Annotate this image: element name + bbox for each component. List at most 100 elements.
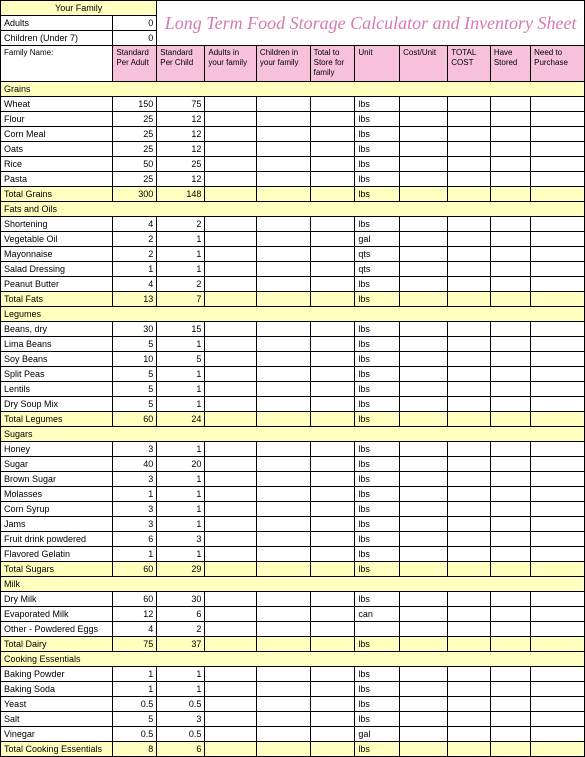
cost-per-unit[interactable] [400,112,448,127]
std-per-child[interactable]: 2 [157,622,205,637]
children-in-family[interactable] [256,337,310,352]
std-per-child[interactable]: 20 [157,457,205,472]
have-stored[interactable] [490,502,530,517]
adults-in-family[interactable] [205,502,256,517]
children-in-family[interactable] [256,127,310,142]
std-per-child[interactable]: 12 [157,172,205,187]
have-stored[interactable] [490,607,530,622]
have-stored[interactable] [490,217,530,232]
std-per-adult[interactable]: 25 [113,112,157,127]
adults-in-family[interactable] [205,157,256,172]
have-stored[interactable] [490,457,530,472]
std-per-child[interactable]: 3 [157,712,205,727]
have-stored[interactable] [490,352,530,367]
std-per-child[interactable]: 75 [157,97,205,112]
adults-in-family[interactable] [205,97,256,112]
have-stored[interactable] [490,727,530,742]
std-per-adult[interactable]: 3 [113,517,157,532]
std-per-child[interactable]: 30 [157,592,205,607]
std-per-adult[interactable]: 6 [113,532,157,547]
cost-per-unit[interactable] [400,502,448,517]
have-stored[interactable] [490,97,530,112]
have-stored[interactable] [490,667,530,682]
std-per-adult[interactable]: 40 [113,457,157,472]
adults-in-family[interactable] [205,592,256,607]
std-per-adult[interactable]: 150 [113,97,157,112]
adults-in-family[interactable] [205,367,256,382]
std-per-adult[interactable]: 1 [113,487,157,502]
cost-per-unit[interactable] [400,397,448,412]
std-per-adult[interactable]: 5 [113,337,157,352]
std-per-child[interactable]: 5 [157,352,205,367]
std-per-adult[interactable]: 25 [113,127,157,142]
std-per-adult[interactable]: 0.5 [113,727,157,742]
children-in-family[interactable] [256,217,310,232]
adults-in-family[interactable] [205,172,256,187]
have-stored[interactable] [490,442,530,457]
std-per-child[interactable]: 1 [157,547,205,562]
std-per-adult[interactable]: 3 [113,472,157,487]
cost-per-unit[interactable] [400,322,448,337]
have-stored[interactable] [490,142,530,157]
children-in-family[interactable] [256,112,310,127]
std-per-child[interactable]: 12 [157,112,205,127]
std-per-child[interactable]: 1 [157,382,205,397]
adults-in-family[interactable] [205,547,256,562]
std-per-adult[interactable]: 30 [113,322,157,337]
adults-in-family[interactable] [205,517,256,532]
std-per-child[interactable]: 1 [157,442,205,457]
cost-per-unit[interactable] [400,142,448,157]
std-per-adult[interactable]: 0.5 [113,697,157,712]
children-in-family[interactable] [256,322,310,337]
cost-per-unit[interactable] [400,697,448,712]
children-in-family[interactable] [256,487,310,502]
children-in-family[interactable] [256,622,310,637]
children-in-family[interactable] [256,97,310,112]
have-stored[interactable] [490,262,530,277]
std-per-adult[interactable]: 3 [113,502,157,517]
have-stored[interactable] [490,382,530,397]
std-per-child[interactable]: 6 [157,607,205,622]
adults-in-family[interactable] [205,457,256,472]
std-per-child[interactable]: 1 [157,517,205,532]
children-in-family[interactable] [256,352,310,367]
adults-in-family[interactable] [205,127,256,142]
children-in-family[interactable] [256,727,310,742]
std-per-child[interactable]: 1 [157,472,205,487]
std-per-child[interactable]: 1 [157,667,205,682]
cost-per-unit[interactable] [400,682,448,697]
adults-in-family[interactable] [205,262,256,277]
cost-per-unit[interactable] [400,607,448,622]
cost-per-unit[interactable] [400,247,448,262]
std-per-adult[interactable]: 10 [113,352,157,367]
have-stored[interactable] [490,697,530,712]
have-stored[interactable] [490,277,530,292]
std-per-adult[interactable]: 60 [113,592,157,607]
adults-in-family[interactable] [205,712,256,727]
children-in-family[interactable] [256,697,310,712]
have-stored[interactable] [490,397,530,412]
children-in-family[interactable] [256,397,310,412]
adults-in-family[interactable] [205,487,256,502]
adults-in-family[interactable] [205,532,256,547]
cost-per-unit[interactable] [400,442,448,457]
cost-per-unit[interactable] [400,337,448,352]
have-stored[interactable] [490,337,530,352]
std-per-child[interactable]: 2 [157,277,205,292]
cost-per-unit[interactable] [400,352,448,367]
have-stored[interactable] [490,232,530,247]
std-per-child[interactable]: 1 [157,232,205,247]
adults-in-family[interactable] [205,442,256,457]
cost-per-unit[interactable] [400,727,448,742]
adults-in-family[interactable] [205,352,256,367]
have-stored[interactable] [490,367,530,382]
have-stored[interactable] [490,112,530,127]
adults-in-family[interactable] [205,622,256,637]
adults-in-family[interactable] [205,337,256,352]
adults-in-family[interactable] [205,472,256,487]
adults-in-family[interactable] [205,112,256,127]
children-in-family[interactable] [256,592,310,607]
have-stored[interactable] [490,487,530,502]
children-in-family[interactable] [256,157,310,172]
std-per-adult[interactable]: 4 [113,217,157,232]
